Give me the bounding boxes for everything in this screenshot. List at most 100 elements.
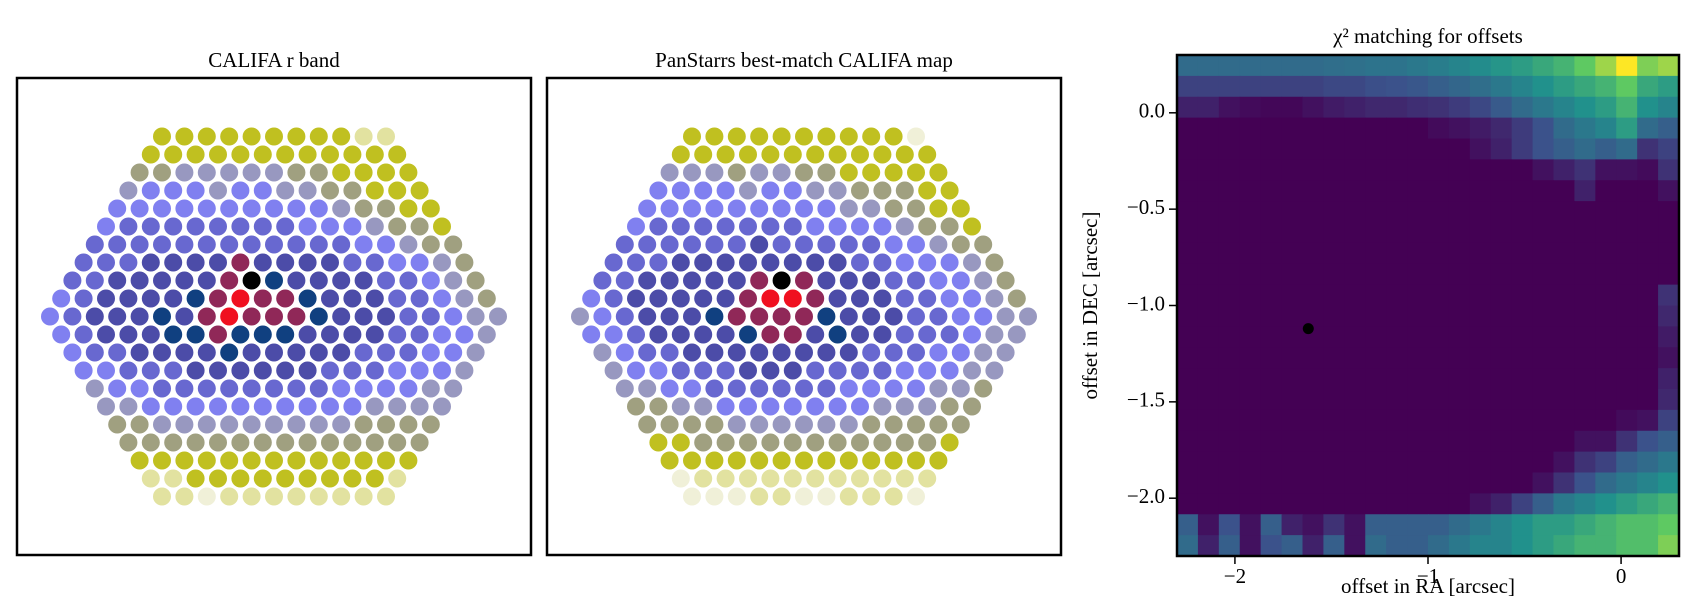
heat-cell <box>1365 263 1387 286</box>
heat-cell <box>1218 242 1241 265</box>
heat-cell <box>1177 305 1199 327</box>
heat-cell <box>1197 138 1220 160</box>
panel-frame <box>545 76 1063 557</box>
heat-cell <box>1239 242 1262 265</box>
fiber <box>929 307 948 326</box>
fiber <box>253 217 272 236</box>
heat-cell <box>1386 409 1408 432</box>
fiber <box>287 451 306 470</box>
fiber <box>739 253 757 272</box>
heat-cell <box>1302 242 1324 265</box>
fiber <box>683 271 701 290</box>
fiber <box>660 235 679 254</box>
heat-cell <box>1616 263 1638 286</box>
fiber <box>231 181 250 200</box>
heat-cell <box>1616 201 1638 223</box>
heat-cell <box>1281 96 1303 119</box>
heat-cell <box>1407 263 1429 286</box>
fiber <box>421 343 440 362</box>
fiber <box>795 199 813 218</box>
fiber <box>705 235 724 254</box>
fiber <box>705 487 724 506</box>
heat-cell <box>1386 430 1408 453</box>
y-tick-label: −2.0 <box>1127 484 1165 508</box>
fiber <box>332 199 351 218</box>
heat-cell <box>1302 409 1324 432</box>
heat-cell <box>1281 451 1303 473</box>
heat-cell <box>1428 159 1450 181</box>
fiber <box>683 415 701 434</box>
heat-cell <box>1365 430 1387 453</box>
fiber <box>828 325 847 344</box>
fiber <box>649 433 668 452</box>
heat-cell <box>1260 514 1283 536</box>
fiber <box>817 235 836 254</box>
heat-cell <box>1344 368 1366 390</box>
fiber <box>895 397 914 416</box>
heat-cell <box>1323 55 1345 77</box>
fiber <box>365 289 384 308</box>
fiber <box>884 451 903 470</box>
fiber <box>287 487 306 506</box>
heat-cell <box>1428 180 1450 202</box>
heat-cell <box>1490 472 1513 494</box>
fiber <box>332 451 351 470</box>
fiber <box>164 397 183 416</box>
fiber <box>130 307 149 326</box>
fiber <box>365 253 384 272</box>
fiber <box>817 127 836 146</box>
heat-cell <box>1323 201 1345 223</box>
fiber <box>795 379 813 398</box>
heat-cell <box>1197 180 1220 202</box>
x-tick-label: −2 <box>1224 564 1246 588</box>
fiber <box>839 235 858 254</box>
fiber <box>354 163 373 182</box>
fiber <box>884 199 903 218</box>
heat-cell <box>1177 284 1199 306</box>
fiber <box>660 379 679 398</box>
fiber <box>940 289 959 308</box>
heat-cell <box>1532 284 1554 306</box>
heat-cell <box>1595 55 1617 77</box>
heat-cell <box>1511 430 1534 453</box>
heat-cell <box>1197 117 1220 139</box>
fiber <box>683 199 701 218</box>
heat-cell <box>1616 514 1638 536</box>
heat-cell <box>1365 326 1387 348</box>
heat-cell <box>1532 242 1554 265</box>
heat-cell <box>1490 326 1513 348</box>
fiber <box>298 433 317 452</box>
fiber <box>41 307 59 326</box>
heat-cell <box>1637 180 1659 202</box>
heat-cell <box>1281 117 1303 139</box>
heat-cell <box>1344 55 1366 77</box>
fiber <box>365 469 384 488</box>
heat-cell <box>1511 284 1534 306</box>
heat-cell <box>1553 222 1575 244</box>
heat-cell <box>1595 368 1617 390</box>
fiber <box>873 289 892 308</box>
fiber <box>929 451 948 470</box>
heat-cell <box>1239 117 1262 139</box>
heat-cell <box>1239 368 1262 390</box>
fiber <box>209 325 227 344</box>
fiber <box>164 217 183 236</box>
heat-cell <box>1511 472 1534 494</box>
heat-cell <box>1658 514 1680 536</box>
fiber <box>377 415 395 434</box>
heat-cell <box>1260 535 1283 557</box>
heat-cell <box>1616 326 1638 348</box>
fiber <box>220 415 239 434</box>
fiber <box>489 307 507 326</box>
fiber <box>750 487 769 506</box>
fiber <box>873 433 892 452</box>
fiber <box>354 451 373 470</box>
fiber <box>197 343 216 362</box>
fiber <box>388 397 407 416</box>
heat-cell <box>1218 451 1241 473</box>
fiber <box>276 181 295 200</box>
heat-cell <box>1281 514 1303 536</box>
fiber <box>817 307 836 326</box>
heat-cell <box>1260 409 1283 432</box>
fiber <box>783 325 802 344</box>
